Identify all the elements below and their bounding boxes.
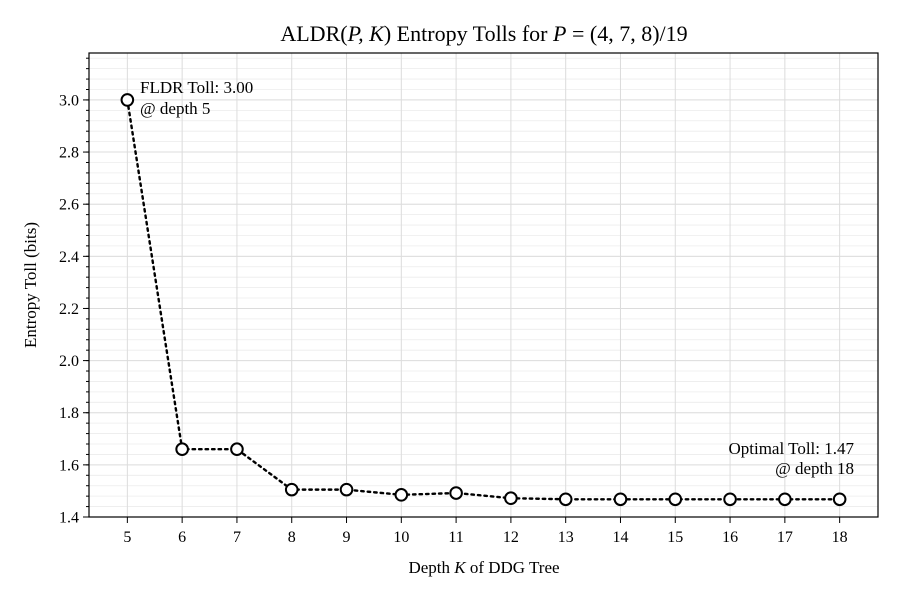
y-tick-label: 2.4 — [59, 249, 79, 266]
x-tick-label: 7 — [233, 529, 241, 546]
data-point-marker — [723, 492, 737, 507]
data-point-marker — [339, 482, 354, 497]
data-point-markers — [120, 93, 847, 507]
y-tick-label: 2.0 — [59, 353, 79, 370]
x-tick-label: 13 — [558, 529, 574, 546]
x-tick-label: 9 — [343, 529, 351, 546]
y-tick-label: 2.6 — [59, 197, 79, 214]
y-tick-label: 1.8 — [59, 405, 79, 422]
data-point-marker — [668, 492, 683, 507]
data-point-marker — [284, 482, 299, 497]
y-tick-label: 1.4 — [59, 510, 79, 527]
optimal-annotation-line2: @ depth 18 — [775, 459, 854, 478]
x-tick-label: 16 — [722, 529, 738, 546]
y-axis-ticks: 1.4 1.6 1.8 2.0 2.2 2.4 2.6 2.8 3.0 — [59, 57, 89, 527]
data-point-marker — [394, 488, 409, 502]
data-point-marker — [175, 442, 189, 457]
data-point-marker — [613, 492, 628, 507]
optimal-annotation-line1: Optimal Toll: 1.47 — [728, 439, 854, 458]
x-tick-label: 18 — [832, 529, 848, 546]
fldr-annotation-line2: @ depth 5 — [140, 99, 210, 118]
x-axis-ticks: 5 6 7 8 9 10 11 12 13 14 15 16 17 18 — [123, 517, 848, 546]
data-point-marker — [778, 492, 792, 507]
fldr-annotation-line1: FLDR Toll: 3.00 — [140, 78, 253, 97]
x-tick-label: 10 — [393, 529, 409, 546]
data-point-marker — [120, 93, 135, 107]
data-point-marker — [832, 492, 847, 507]
x-tick-label: 15 — [667, 529, 683, 546]
y-tick-label: 1.6 — [59, 457, 79, 474]
x-axis-label: Depth K of DDG Tree — [408, 558, 559, 577]
x-tick-label: 12 — [503, 529, 519, 546]
y-tick-label: 3.0 — [59, 92, 79, 109]
x-tick-label: 14 — [612, 529, 628, 546]
data-point-marker — [558, 492, 573, 507]
y-tick-label: 2.2 — [59, 301, 79, 318]
data-point-marker — [504, 491, 518, 506]
x-tick-label: 6 — [178, 529, 186, 546]
entropy-toll-series-line — [126, 98, 841, 501]
x-tick-label: 11 — [448, 529, 463, 546]
x-tick-label: 5 — [123, 529, 131, 546]
y-axis-label: Entropy Toll (bits) — [21, 222, 40, 348]
x-tick-label: 8 — [288, 529, 296, 546]
chart-title: ALDR(P, K) Entropy Tolls for P = (4, 7, … — [280, 21, 687, 46]
data-point-marker — [449, 486, 463, 500]
plot-frame — [88, 52, 879, 518]
x-tick-label: 17 — [777, 529, 793, 546]
data-point-marker — [230, 442, 244, 457]
y-tick-label: 2.8 — [59, 145, 79, 162]
